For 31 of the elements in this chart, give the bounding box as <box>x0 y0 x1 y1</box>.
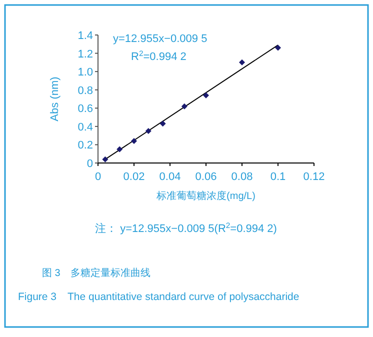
annotation: R$^{2}$=0.994 2 <box>131 48 186 63</box>
point <box>239 59 245 66</box>
text: 图 3 多糖定量标准曲线 <box>42 267 150 279</box>
y-tick-label: 0 <box>86 158 93 170</box>
point <box>145 128 152 134</box>
y-tick-label: 0.2 <box>78 140 93 152</box>
text: 注： y=12.955x−0.009 5(R$^{2}$=0.994 2) <box>95 220 277 235</box>
x-axis-title: 标准葡萄糖浓度(mg/L) <box>156 190 256 202</box>
point <box>116 146 123 152</box>
point <box>203 92 209 98</box>
y-tick-label: 1.0 <box>78 66 93 79</box>
x-tick-label: 0 <box>94 171 102 183</box>
y-tick-label: 0.8 <box>78 84 93 97</box>
point <box>181 103 188 110</box>
x-tick-label: 0.08 <box>231 171 253 183</box>
text: Figure 3 The quantitative standard curve of polysaccharide <box>18 291 300 303</box>
y-axis-title: Abs (nm) <box>49 76 61 122</box>
x-tick-label: 0.12 <box>303 171 325 183</box>
x-tick-label: 0.06 <box>195 171 217 183</box>
point <box>160 120 166 127</box>
x-tick-label: 0.04 <box>159 171 181 183</box>
y-tick-label: 0.6 <box>78 103 93 116</box>
annotation: y=12.955x−0.009 5 <box>113 33 208 45</box>
y-tick-label: 1.2 <box>78 48 93 60</box>
point <box>275 44 281 51</box>
point <box>131 138 137 144</box>
x-tick-label: 0.02 <box>123 171 145 183</box>
point <box>102 156 108 162</box>
y-tick-label: 0.4 <box>78 121 93 134</box>
x-tick-label: 0.1 <box>270 171 286 183</box>
y-tick-label: 1.4 <box>78 30 93 42</box>
